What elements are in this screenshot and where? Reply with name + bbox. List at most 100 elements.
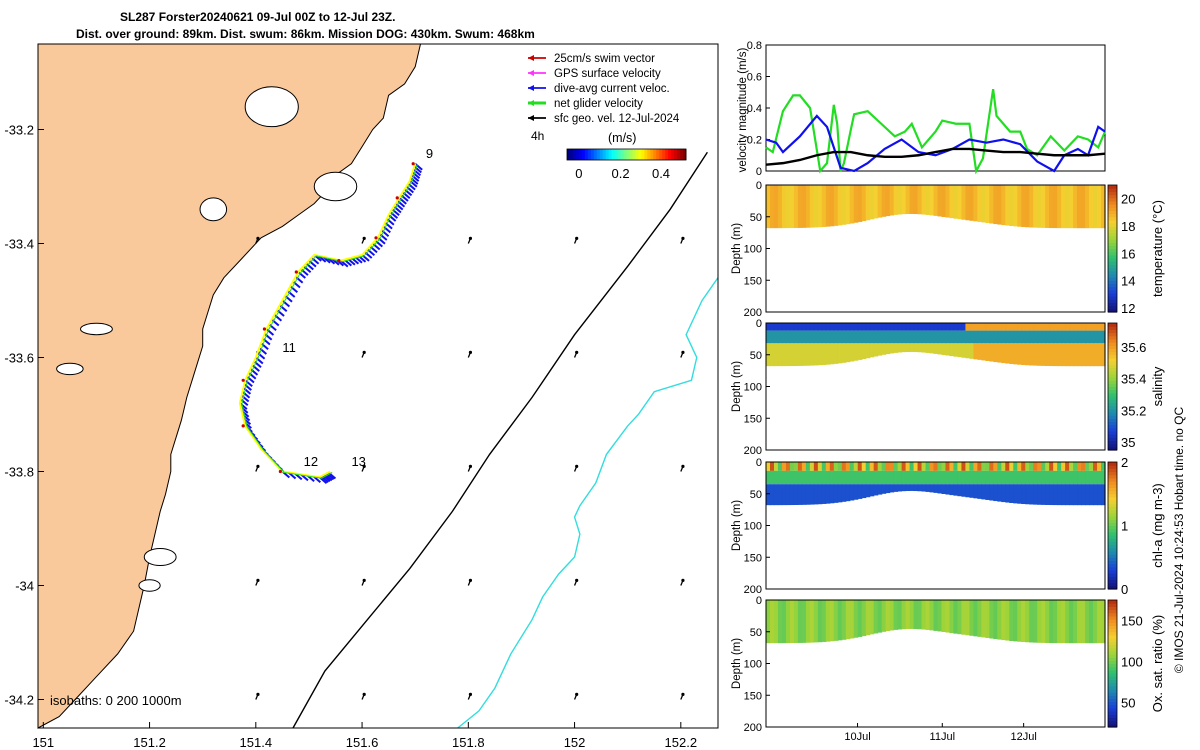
heatmap-cell <box>985 330 990 344</box>
colorbar-cell <box>569 149 574 160</box>
geo-velocity-arrowhead <box>468 236 473 240</box>
cbar-frame-salinity <box>1107 322 1118 451</box>
velocity-y-tick-label: 0.4 <box>747 103 762 115</box>
heatmap-cell <box>1097 484 1102 506</box>
heatmap-cell <box>925 323 931 331</box>
cbar-frame-oxygen <box>1107 599 1118 728</box>
colorbar-label: (m/s) <box>608 131 636 145</box>
heatmap-cell <box>1001 330 1006 344</box>
heatmap-cell <box>865 600 871 636</box>
heatmap-cell <box>817 462 823 471</box>
heatmap-cell <box>965 462 970 471</box>
heatmap-cell <box>893 343 899 353</box>
heatmap-cell <box>1005 330 1010 344</box>
heatmap-cell <box>881 343 887 355</box>
cbar-cell <box>1108 679 1117 684</box>
heatmap-cell <box>1101 470 1106 485</box>
heatmap-cell <box>1093 343 1098 367</box>
legend-entry-0: 25cm/s swim vector <box>554 53 655 65</box>
current-vector <box>393 205 402 214</box>
heatmap-cell <box>853 470 859 485</box>
cbar-cell <box>1108 434 1117 438</box>
heatmap-cell <box>841 323 847 331</box>
current-vector <box>379 233 388 241</box>
cbar-cell <box>1108 653 1117 658</box>
colorbar-cell <box>680 149 684 160</box>
colorbar-tick-label: 0 <box>575 166 582 181</box>
heatmap-cell <box>889 484 895 493</box>
colorbar-cell <box>677 149 681 160</box>
heatmap-cell <box>1077 462 1082 471</box>
heatmap-cell <box>905 185 911 214</box>
cbar-cell <box>1108 471 1117 476</box>
current-vector <box>297 271 306 279</box>
heatmap-cell <box>801 470 807 485</box>
cbar-cell <box>1108 305 1117 310</box>
cbar-cell <box>1108 704 1117 709</box>
heatmap-cell <box>917 600 923 630</box>
cbar-cell <box>1108 273 1117 278</box>
current-vector <box>279 304 288 313</box>
heatmap-cell <box>813 323 819 331</box>
heatmap-cell <box>965 470 970 485</box>
heatmap-cell <box>1069 470 1074 485</box>
colorbar-cell <box>662 149 666 160</box>
heatmap-cell <box>833 484 839 503</box>
heatmap-cell <box>949 185 955 219</box>
track-label-9: 9 <box>426 146 433 161</box>
heatmap-cell <box>1057 330 1062 344</box>
velocity-y-tick-label: 0 <box>756 166 762 178</box>
heatmap-cell <box>1073 470 1078 485</box>
heatmap-cell <box>889 600 895 631</box>
heatmap-cell <box>1049 323 1054 331</box>
heatmap-cell <box>781 323 787 331</box>
land-polygon <box>37 43 422 729</box>
heatmap-cell <box>885 185 891 217</box>
cbar-cell <box>1108 557 1117 562</box>
cbar-cell <box>1108 415 1117 419</box>
current-vector <box>386 218 395 226</box>
heatmap-cell <box>1013 330 1018 344</box>
heatmap-cell <box>1021 600 1026 643</box>
heatmap-cell <box>825 343 831 365</box>
heatmap-cell <box>817 343 823 366</box>
colorbar-cell <box>590 149 595 160</box>
heatmap-cell <box>1081 600 1086 644</box>
heatmap-cell <box>1021 470 1026 485</box>
cbar-cell <box>1108 474 1117 479</box>
current-vector <box>389 211 399 219</box>
current-vector <box>372 242 381 251</box>
heatmap-cell <box>1061 484 1066 506</box>
current-vector <box>256 351 266 360</box>
heatmap-cell <box>837 343 843 364</box>
heatmap-cell <box>997 323 1002 331</box>
swim-vector <box>411 162 415 166</box>
depth-ylabel: Depth (m) <box>731 638 743 689</box>
heatmap-cell <box>805 470 811 485</box>
heatmap-cell <box>1053 484 1058 506</box>
colorbar-cell <box>581 149 586 160</box>
velocity-frame <box>765 44 1106 172</box>
cbar-tick-label: 35 <box>1121 435 1135 450</box>
heatmap-cell <box>965 484 970 498</box>
heatmap-cell <box>1097 323 1102 331</box>
heatmap-cell <box>1101 185 1106 229</box>
heatmap-cell <box>1093 484 1098 506</box>
heatmap-cell <box>1001 185 1006 226</box>
current-vector <box>246 375 255 384</box>
heatmap-cell <box>821 330 827 344</box>
cbar-cell <box>1108 204 1117 208</box>
heatmap-cell <box>977 330 982 344</box>
heatmap-cell <box>1049 470 1054 485</box>
heatmap-cell <box>793 470 799 485</box>
map-title-line1: SL287 Forster20240621 09-Jul 00Z to 12-J… <box>120 10 396 24</box>
heatmap-cell <box>1017 484 1022 504</box>
cbar-cell <box>1108 650 1117 655</box>
cbar-cell <box>1108 468 1117 473</box>
cbar-cell <box>1108 289 1117 294</box>
heatmap-cell <box>877 185 883 218</box>
cbar-cell <box>1108 200 1117 205</box>
depth-tick-label: 50 <box>750 212 762 224</box>
heatmap-cell <box>1037 330 1042 344</box>
heatmap-cell <box>789 185 795 229</box>
